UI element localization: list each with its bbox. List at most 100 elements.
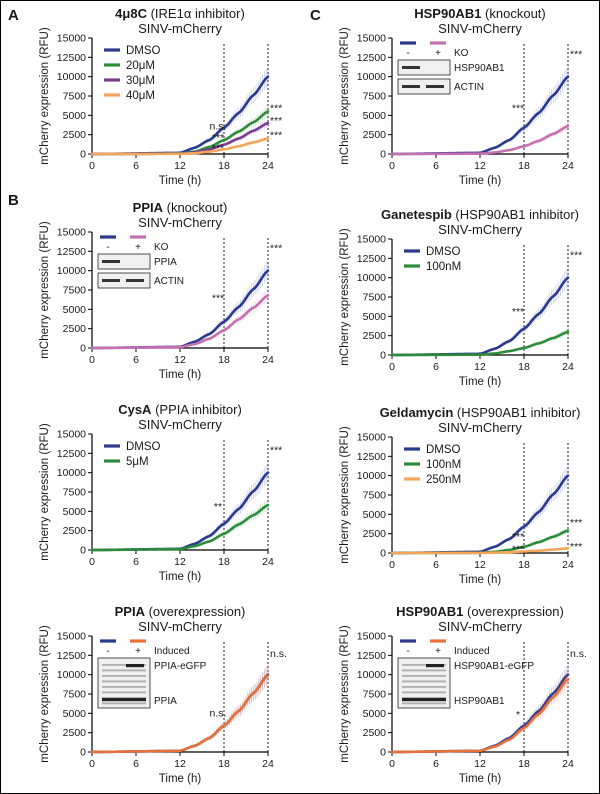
- series-1: [390, 669, 570, 754]
- chart-title-rest: (knockout): [481, 6, 545, 21]
- y-tick-label: 12500: [357, 451, 386, 463]
- significance-label: n.s.: [210, 120, 227, 132]
- y-tick-label: 12500: [357, 650, 386, 662]
- x-tick-label: 0: [389, 758, 395, 770]
- chart-subtitle: SINV-mCherry: [138, 215, 222, 230]
- x-tick-label: 24: [562, 559, 574, 571]
- significance-label: ***: [512, 102, 524, 114]
- y-tick-label: 2500: [363, 528, 387, 540]
- chart-title-bold: PPIA: [115, 604, 146, 619]
- x-tick-label: 12: [474, 559, 486, 571]
- significance-label: n.s.: [210, 707, 227, 719]
- blot-label: ACTIN: [154, 276, 184, 287]
- chart-title: HSP90AB1 (knockout): [414, 6, 546, 21]
- legend-label: 30μM: [126, 75, 155, 87]
- y-axis-label: mCherry expression (RFU): [39, 423, 51, 561]
- chart-title: CysA (PPIA inhibitor): [118, 402, 242, 417]
- x-tick-label: 24: [562, 361, 574, 373]
- significance-label: **: [214, 501, 222, 513]
- y-tick-label: 7500: [63, 285, 87, 297]
- y-axis-label: mCherry expression (RFU): [339, 228, 351, 366]
- y-tick-label: 0: [380, 747, 386, 759]
- chart-title-bold: 4μ8C: [115, 6, 147, 21]
- blot-band: [426, 85, 444, 88]
- y-tick-label: 7500: [63, 487, 87, 499]
- y-tick-label: 10000: [357, 669, 386, 681]
- significance-label: n.s.: [270, 648, 287, 660]
- y-tick-label: 7500: [363, 689, 387, 701]
- significance-label: ***: [512, 531, 524, 543]
- significance-label: ***: [212, 143, 224, 155]
- y-tick-label: 5000: [363, 708, 387, 720]
- legend-label: DMSO: [426, 246, 461, 258]
- x-axis-label: Time (h): [459, 376, 502, 388]
- series-line: [90, 294, 270, 350]
- significance-label: ***: [270, 242, 282, 254]
- x-tick-label: 18: [518, 361, 530, 373]
- panel-label-c: C: [310, 7, 321, 24]
- x-tick-label: 12: [174, 160, 186, 172]
- chart-title-rest: (HSP90AB1 inhibitor): [452, 207, 579, 222]
- blot-label: PPIA: [154, 696, 177, 707]
- y-tick-label: 2500: [363, 129, 387, 141]
- y-tick-label: 10000: [57, 71, 86, 83]
- y-tick-label: 15000: [57, 429, 86, 441]
- y-tick-label: 12500: [357, 52, 386, 64]
- y-tick-label: 15000: [57, 631, 86, 643]
- blot-band: [126, 664, 144, 668]
- x-tick-label: 0: [89, 758, 95, 770]
- significance-label: ***: [270, 102, 282, 114]
- chart-title: PPIA (knockout): [133, 200, 228, 215]
- panel-label-a: A: [8, 7, 19, 24]
- chart-p5: HSP90AB1 (knockout)SINV-mCherry 0 2500 5000…: [339, 6, 582, 187]
- y-tick-label: 15000: [357, 432, 386, 444]
- x-tick-label: 18: [218, 160, 230, 172]
- series-3: [90, 136, 270, 156]
- series-1: [90, 288, 270, 350]
- series-line: [390, 678, 570, 754]
- y-tick-label: 5000: [63, 708, 87, 720]
- y-tick-label: 10000: [357, 71, 386, 83]
- y-tick-label: 12500: [57, 448, 86, 460]
- x-tick-label: 12: [174, 556, 186, 568]
- chart-title-bold: Geldamycin: [380, 405, 454, 420]
- significance-label: ***: [212, 132, 224, 144]
- x-tick-label: 6: [133, 354, 139, 366]
- y-tick-label: 15000: [357, 234, 386, 246]
- y-tick-label: 5000: [63, 506, 87, 518]
- y-tick-label: 5000: [63, 110, 87, 122]
- blot-band: [426, 664, 444, 668]
- chart-title: Ganetespib (HSP90AB1 inhibitor): [381, 207, 579, 222]
- blot-label: HSP90AB1: [454, 63, 505, 74]
- blot-band: [102, 680, 146, 683]
- chart-subtitle: SINV-mCherry: [438, 619, 522, 634]
- x-tick-label: 18: [518, 160, 530, 172]
- legend-label: 20μM: [126, 60, 155, 72]
- x-tick-label: 6: [133, 160, 139, 172]
- x-tick-label: 6: [433, 559, 439, 571]
- blot-band: [102, 279, 120, 282]
- legend-condition: Induced: [454, 646, 490, 657]
- blot-band: [402, 698, 446, 702]
- y-tick-label: 10000: [357, 272, 386, 284]
- legend-minus: -: [106, 242, 109, 253]
- chart-title: HSP90AB1 (overexpression): [396, 604, 564, 619]
- legend-plus: +: [435, 646, 441, 657]
- chart-subtitle: SINV-mCherry: [138, 21, 222, 36]
- blot-band: [402, 680, 446, 683]
- legend-label: 40μM: [126, 90, 155, 102]
- blot-band: [402, 691, 446, 694]
- chart-subtitle: SINV-mCherry: [138, 619, 222, 634]
- y-tick-label: 7500: [363, 292, 387, 304]
- legend-condition: KO: [154, 242, 169, 253]
- series-line: [390, 124, 570, 156]
- significance-label: ***: [512, 543, 524, 555]
- x-tick-label: 12: [174, 354, 186, 366]
- significance-label: ***: [212, 293, 224, 305]
- blot-band: [102, 669, 146, 672]
- blot-band: [402, 669, 446, 672]
- chart-title-rest: (HSP90AB1 inhibitor): [453, 405, 580, 420]
- x-tick-label: 18: [218, 556, 230, 568]
- western-blot-band: [397, 78, 451, 95]
- x-tick-label: 24: [262, 758, 274, 770]
